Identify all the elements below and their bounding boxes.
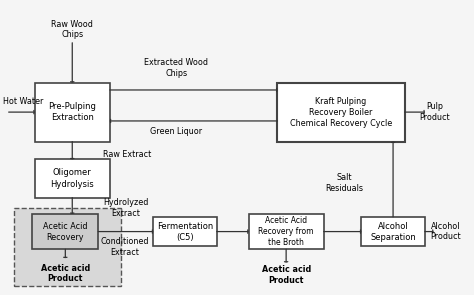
Text: Hot Water: Hot Water xyxy=(3,97,43,106)
Bar xyxy=(35,159,110,198)
Text: Acetic acid
Product: Acetic acid Product xyxy=(41,264,90,283)
Bar xyxy=(361,217,425,246)
Text: Raw Extract: Raw Extract xyxy=(103,150,151,159)
Text: Fermentation
(C5): Fermentation (C5) xyxy=(157,222,213,242)
Text: Pre-Pulping
Extraction: Pre-Pulping Extraction xyxy=(48,102,96,122)
Text: Oligomer
Hydrolysis: Oligomer Hydrolysis xyxy=(50,168,94,189)
Text: Pulp
Product: Pulp Product xyxy=(419,102,450,122)
Text: Green Liquor: Green Liquor xyxy=(150,127,202,136)
Bar xyxy=(35,83,110,142)
Text: Kraft Pulping
Recovery Boiler
Chemical Recovery Cycle: Kraft Pulping Recovery Boiler Chemical R… xyxy=(290,96,392,128)
Text: Alcohol
Separation: Alcohol Separation xyxy=(370,222,416,242)
Bar xyxy=(14,208,121,286)
Text: Acetic acid
Product: Acetic acid Product xyxy=(262,265,311,285)
Text: Acetic Acid
Recovery from
the Broth: Acetic Acid Recovery from the Broth xyxy=(258,216,314,247)
Bar xyxy=(248,214,324,249)
Text: Conditioned
Extract: Conditioned Extract xyxy=(100,237,148,257)
Text: Raw Wood
Chips: Raw Wood Chips xyxy=(51,20,93,39)
Text: Salt
Residuals: Salt Residuals xyxy=(325,173,363,193)
Text: Extracted Wood
Chips: Extracted Wood Chips xyxy=(144,58,208,78)
Text: Acetic Acid
Recovery: Acetic Acid Recovery xyxy=(43,222,87,242)
Bar xyxy=(153,217,217,246)
Text: Alcohol
Product: Alcohol Product xyxy=(431,222,461,241)
Text: Hydrolyzed
Extract: Hydrolyzed Extract xyxy=(103,198,148,218)
Bar xyxy=(32,214,98,249)
Bar xyxy=(277,83,405,142)
